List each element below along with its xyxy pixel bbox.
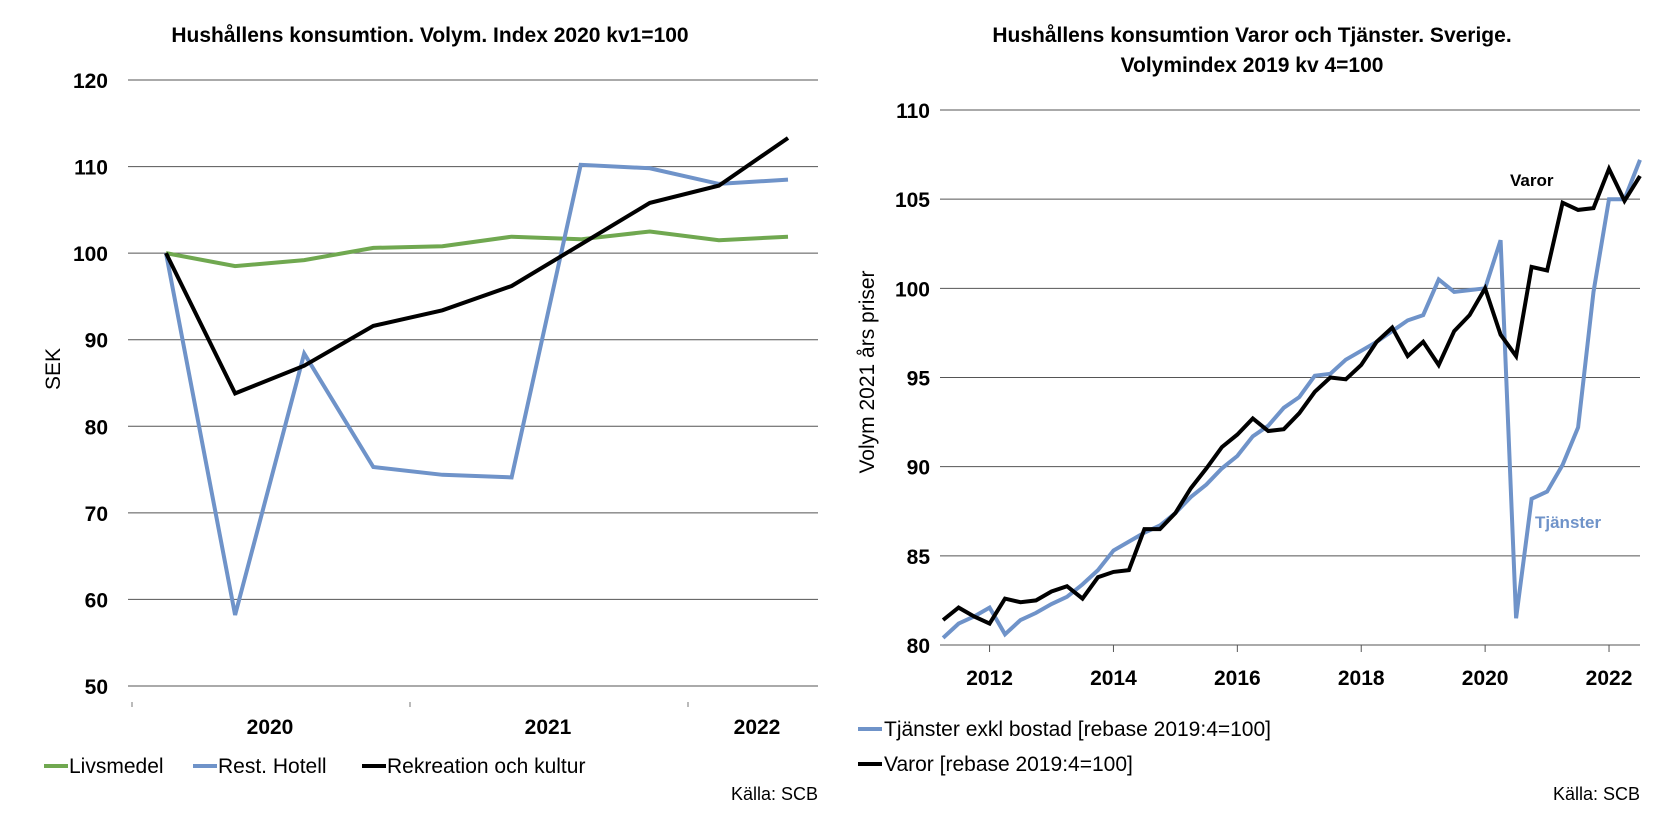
left-source-note: Källa: SCB — [731, 784, 818, 804]
left-x-tick-2020: 2020 — [247, 716, 294, 739]
right-chart-title-line-1: Hushållens konsumtion Varor och Tjänster… — [992, 24, 1511, 47]
left-chart-title: Hushållens konsumtion. Volym. Index 2020… — [171, 24, 688, 47]
right-x-tick-2014: 2014 — [1090, 667, 1137, 690]
left-y-tick-90: 90 — [85, 330, 108, 353]
annotation-varor: Varor — [1510, 171, 1554, 190]
left-legend-label-rest-hotell: Rest. Hotell — [218, 755, 327, 778]
left-y-tick-100: 100 — [73, 243, 108, 266]
left-y-tick-120: 120 — [73, 70, 108, 93]
left-gridlines — [128, 79, 818, 687]
right-y-tick-105: 105 — [895, 189, 930, 212]
right-y-tick-labels: 80 85 90 95 100 105 110 — [895, 100, 930, 658]
left-legend-label-rekreation-och-kultur: Rekreation och kultur — [387, 755, 585, 778]
left-chart: Hushållens konsumtion. Volym. Index 2020… — [42, 24, 818, 804]
right-series-line-tjänster-exkl-bostad-rebase-2019-4-100 — [941, 159, 1642, 640]
right-y-tick-110: 110 — [896, 100, 930, 123]
left-y-tick-110: 110 — [74, 157, 108, 180]
right-y-tick-80: 80 — [907, 635, 930, 658]
right-x-tick-2020: 2020 — [1462, 667, 1509, 690]
right-series-lines — [941, 159, 1642, 640]
right-x-tick-2016: 2016 — [1214, 667, 1261, 690]
left-x-axis: 2020 2021 2022 — [131, 702, 781, 739]
right-legend: Tjänster exkl bostad [rebase 2019:4=100]… — [858, 718, 1271, 776]
right-legend-label-tjänster-exkl-bostad-rebase-2019-4-100: Tjänster exkl bostad [rebase 2019:4=100] — [884, 718, 1271, 741]
right-y-tick-85: 85 — [907, 546, 931, 569]
left-x-tick-2022: 2022 — [734, 716, 781, 739]
right-x-tick-2022: 2022 — [1586, 667, 1633, 690]
left-y-tick-70: 70 — [85, 503, 108, 526]
right-series-line-varor-rebase-2019-4-100 — [941, 163, 1642, 627]
left-series-line-rekreation-och-kultur — [164, 136, 790, 396]
right-y-tick-95: 95 — [907, 368, 931, 391]
right-y-tick-100: 100 — [895, 278, 930, 301]
right-y-axis-title: Volym 2021 års priser — [856, 270, 879, 473]
left-y-tick-50: 50 — [85, 676, 108, 699]
left-legend-label-livsmedel: Livsmedel — [69, 755, 164, 778]
left-x-tick-2021: 2021 — [525, 716, 572, 739]
left-y-tick-80: 80 — [85, 416, 108, 439]
left-y-tick-60: 60 — [85, 589, 108, 612]
right-legend-label-varor-rebase-2019-4-100: Varor [rebase 2019:4=100] — [884, 753, 1133, 776]
left-series-line-livsmedel — [165, 229, 789, 269]
left-series-line-rest-hotell — [164, 162, 789, 616]
right-x-tick-labels: 2012 2014 2016 2018 2020 2022 — [966, 645, 1632, 690]
right-source-note: Källa: SCB — [1553, 784, 1640, 804]
right-y-tick-90: 90 — [907, 457, 930, 480]
right-gridlines — [940, 109, 1640, 646]
left-y-axis-title: SEK — [42, 348, 65, 390]
right-x-tick-2012: 2012 — [966, 667, 1013, 690]
left-legend: Livsmedel Rest. Hotell Rekreation och kult… — [44, 755, 585, 778]
left-y-tick-labels: 50 60 70 80 90 100 110 120 — [73, 70, 108, 699]
right-chart-title-line-2: Volymindex 2019 kv 4=100 — [1121, 54, 1384, 77]
left-series-lines — [164, 136, 790, 616]
right-x-tick-2018: 2018 — [1338, 667, 1385, 690]
annotation-tjanster: Tjänster — [1535, 513, 1602, 532]
right-chart: Hushållens konsumtion Varor och Tjänster… — [856, 24, 1642, 804]
